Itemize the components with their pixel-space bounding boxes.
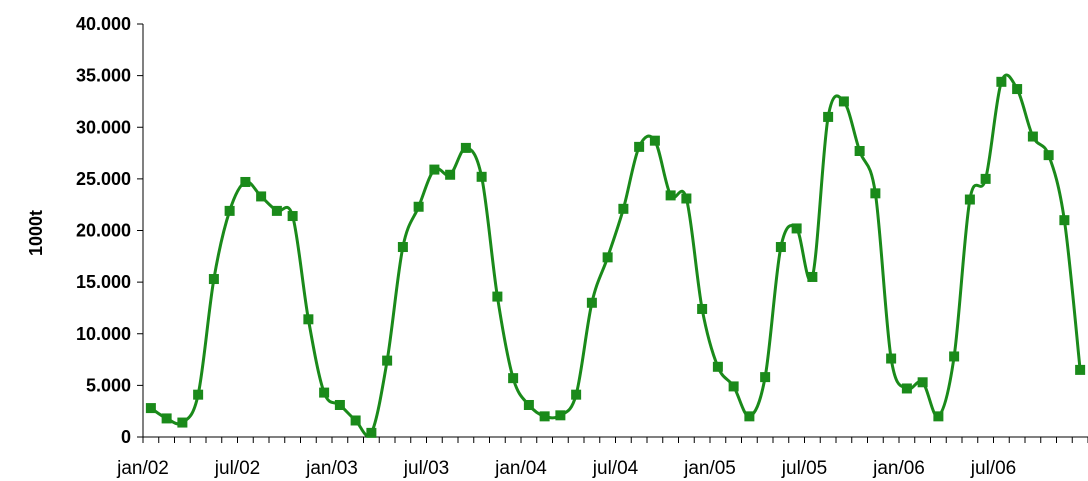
- data-point: [949, 351, 960, 362]
- data-point: [838, 96, 849, 107]
- data-point: [303, 314, 314, 325]
- data-point: [539, 411, 550, 422]
- data-point: [382, 355, 393, 366]
- data-point: [555, 410, 566, 421]
- data-point: [744, 411, 755, 422]
- data-point: [618, 203, 629, 214]
- y-tick-label: 0: [121, 427, 131, 447]
- data-point: [523, 399, 534, 410]
- data-point: [1012, 84, 1023, 95]
- x-tick-label: jul/05: [781, 458, 827, 479]
- data-point: [271, 205, 282, 216]
- data-point: [807, 271, 818, 282]
- y-tick-label: 30.000: [76, 117, 131, 137]
- data-point: [697, 303, 708, 314]
- data-point: [901, 383, 912, 394]
- data-point: [397, 242, 408, 253]
- data-point: [886, 353, 897, 364]
- data-point: [492, 291, 503, 302]
- data-point: [602, 252, 613, 263]
- x-tick-label: jan/02: [116, 458, 169, 479]
- x-tick-label: jan/06: [872, 458, 925, 479]
- data-point: [933, 411, 944, 422]
- data-point: [224, 205, 235, 216]
- y-tick-label: 40.000: [76, 14, 131, 34]
- data-point: [445, 169, 456, 180]
- x-tick-label: jul/06: [970, 458, 1016, 479]
- data-point: [728, 381, 739, 392]
- data-point: [193, 389, 204, 400]
- data-point: [775, 242, 786, 253]
- data-point: [586, 297, 597, 308]
- data-point: [964, 194, 975, 205]
- x-tick-label: jan/04: [494, 458, 547, 479]
- y-axis-label: 1000t: [26, 210, 46, 256]
- x-axis: jan/02 jul/02 jan/03 jul/03 jan/04 jul/04 jan/…: [116, 436, 1088, 479]
- data-point: [870, 188, 881, 199]
- y-tick-label: 15.000: [76, 272, 131, 292]
- series-line: [150, 73, 1082, 438]
- x-tick-label: jul/03: [403, 458, 449, 479]
- data-point: [366, 427, 377, 438]
- data-point: [634, 141, 645, 152]
- data-point: [649, 135, 660, 146]
- data-point: [334, 399, 345, 410]
- data-point: [508, 373, 519, 384]
- data-point: [823, 111, 834, 122]
- data-point: [1027, 131, 1038, 142]
- y-tick-label: 10.000: [76, 324, 131, 344]
- data-point: [917, 377, 928, 388]
- y-tick-label: 20.000: [76, 221, 131, 241]
- data-point: [460, 142, 471, 153]
- y-tick-label: 5.000: [86, 375, 131, 395]
- data-point: [287, 211, 298, 222]
- data-point: [240, 176, 251, 187]
- data-point: [145, 403, 156, 414]
- data-point: [256, 191, 267, 202]
- x-tick-label: jan/03: [305, 458, 358, 479]
- data-point: [177, 417, 188, 428]
- data-point: [429, 164, 440, 175]
- y-tick-label: 35.000: [76, 66, 131, 86]
- y-axis: 0 5.000 10.000 15.000 20.000 25.000 30.000 35.0…: [76, 14, 144, 447]
- data-point: [712, 361, 723, 372]
- plot-area: [145, 73, 1086, 438]
- data-point: [760, 372, 771, 383]
- data-point: [996, 76, 1007, 87]
- data-point: [413, 201, 424, 212]
- data-point: [319, 387, 330, 398]
- data-point: [791, 223, 802, 234]
- data-point: [1075, 364, 1086, 375]
- data-point: [350, 415, 361, 426]
- x-tick-label: jul/02: [214, 458, 260, 479]
- data-point: [161, 413, 172, 424]
- data-point: [980, 173, 991, 184]
- data-point: [665, 190, 676, 201]
- data-point: [681, 193, 692, 204]
- y-tick-label: 25.000: [76, 169, 131, 189]
- x-tick-label: jan/05: [683, 458, 736, 479]
- data-point: [208, 274, 219, 285]
- data-point: [1059, 215, 1070, 226]
- data-point: [1043, 150, 1054, 161]
- data-point: [571, 389, 582, 400]
- data-point: [476, 171, 487, 182]
- x-tick-label: jul/04: [592, 458, 639, 479]
- data-point: [854, 146, 865, 156]
